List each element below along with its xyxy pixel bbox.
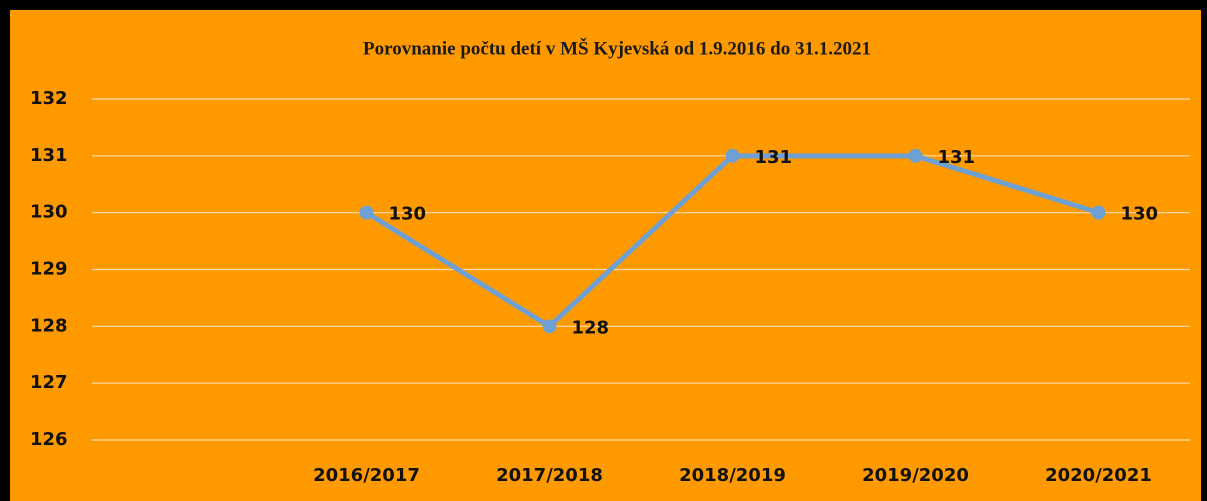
- y-tick-label: 129: [30, 259, 68, 280]
- y-tick-label: 128: [30, 315, 68, 336]
- x-tick-label: 2019/2020: [862, 465, 969, 486]
- plot-background: [10, 10, 1201, 501]
- point: [1091, 205, 1106, 220]
- point: [725, 148, 740, 163]
- x-tick-label: 2017/2018: [496, 465, 603, 486]
- point: [908, 148, 923, 163]
- x-tick-label: 2020/2021: [1045, 465, 1152, 486]
- data-label: 131: [755, 147, 793, 168]
- chart-title: Porovnanie počtu detí v MŠ Kyjevská od 1…: [363, 37, 871, 59]
- data-label: 130: [389, 204, 427, 225]
- y-tick-label: 126: [30, 429, 68, 450]
- y-tick-label: 127: [30, 372, 68, 393]
- y-tick-label: 130: [30, 202, 68, 223]
- x-tick-label: 2016/2017: [313, 465, 420, 486]
- y-tick-label: 131: [30, 145, 68, 166]
- x-tick-label: 2018/2019: [679, 465, 786, 486]
- data-label: 131: [938, 147, 976, 168]
- y-tick-label: 132: [30, 88, 68, 109]
- data-label: 128: [572, 317, 610, 338]
- point: [542, 319, 557, 334]
- data-label: 130: [1121, 204, 1159, 225]
- point: [359, 205, 374, 220]
